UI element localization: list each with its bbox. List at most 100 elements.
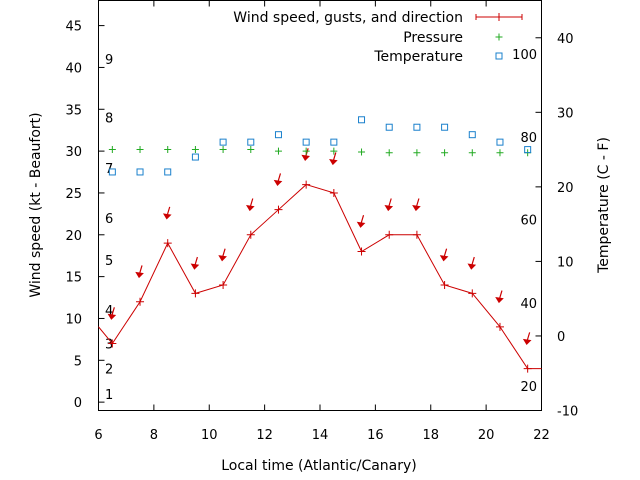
temperature-point (219, 138, 227, 146)
wind-speed-point (412, 230, 421, 239)
wind-speed-point (329, 188, 338, 197)
wind-direction-arrow (439, 248, 449, 262)
x-tick-label: 6 (94, 428, 102, 443)
temperature-point (413, 123, 421, 131)
wind-direction-arrow (218, 248, 227, 262)
y-axis-label: Wind speed (kt - Beaufort) (28, 112, 44, 297)
legend-swatch-pressure (495, 33, 503, 41)
wind-speed-point (136, 297, 145, 306)
wind-speed-point (357, 247, 366, 256)
wind-direction-arrow (412, 198, 421, 212)
pressure-point (108, 145, 116, 153)
wind-speed-point (495, 322, 504, 331)
wind-direction-arrow (384, 198, 394, 212)
pressure-point (358, 148, 366, 156)
beaufort-label: 9 (105, 53, 113, 68)
wind-speed-point (523, 364, 532, 373)
x-tick-label: 16 (367, 428, 384, 443)
temperature-point (496, 138, 504, 146)
x-tick-label: 20 (478, 428, 495, 443)
y-tick-label: 15 (65, 271, 82, 286)
pressure-point (468, 149, 476, 157)
fahrenheit-label: 40 (520, 297, 537, 312)
pressure-point (496, 149, 504, 157)
legend: Wind speed, gusts, and direction Pressure… (233, 10, 523, 65)
temperature-point (330, 138, 338, 146)
beaufort-label: 6 (105, 212, 113, 227)
y-tick-label: 0 (74, 396, 82, 411)
pressure-point (136, 145, 144, 153)
y-tick-label: 25 (65, 187, 82, 202)
temperature-point (441, 123, 449, 131)
pressure-point (164, 145, 172, 153)
fahrenheit-label: 100 (512, 48, 537, 63)
y-tick-label: 45 (65, 20, 82, 35)
axis-ticks (98, 0, 542, 411)
tick-labels: 6 8 10 12 14 16 18 20 22051015202530354045-10010… (65, 20, 578, 443)
wind-direction-arrow (495, 290, 504, 304)
beaufort-label: 2 (105, 363, 113, 378)
plot-frame (98, 0, 542, 411)
wind-direction-arrow (329, 152, 338, 166)
legend-swatch-temperature (495, 52, 503, 60)
data-marks (98, 116, 542, 373)
temperature-point (191, 153, 199, 161)
wind-direction-arrow (190, 256, 200, 270)
y-tick-label: 10 (65, 312, 82, 327)
wind-direction-arrow (135, 265, 144, 279)
wind-direction-arrow (522, 332, 532, 346)
x-tick-label: 12 (256, 428, 273, 443)
pressure-point (302, 147, 310, 155)
temperature-point (302, 138, 310, 146)
fahrenheit-label: 20 (520, 380, 537, 395)
wind-direction-arrow (107, 307, 117, 320)
beaufort-label: 4 (105, 304, 113, 319)
temperature-point (524, 146, 532, 154)
wind-speed-point (246, 230, 255, 239)
x-tick-label: 8 (150, 428, 158, 443)
beaufort-label: 3 (105, 338, 113, 353)
wind-speed-point (274, 205, 283, 214)
y2-tick-label: 0 (557, 330, 565, 345)
wind-speed-point (302, 180, 311, 189)
wind-direction-arrow (246, 198, 255, 212)
beaufort-label: 1 (105, 388, 113, 403)
wind-speed-point (468, 289, 477, 298)
wind-speed-point (440, 280, 449, 289)
wind-speed-point (219, 280, 228, 289)
wind-speed-point (191, 289, 200, 298)
y-tick-label: 35 (65, 103, 82, 118)
y-tick-label: 40 (65, 61, 82, 76)
temperature-point (164, 168, 172, 176)
wind-direction-arrow (467, 256, 477, 270)
pressure-point (247, 145, 255, 153)
x-axis-label: Local time (Atlantic/Canary) (221, 458, 417, 474)
plot-area (98, 116, 542, 373)
wind-speed-point (163, 239, 172, 248)
wind-speed-point (385, 230, 394, 239)
x-tick-label: 10 (201, 428, 218, 443)
legend-label: Temperature (373, 49, 463, 65)
pressure-point (330, 147, 338, 155)
y2-tick-label: 30 (557, 106, 574, 121)
beaufort-label: 5 (105, 254, 113, 269)
temperature-point (108, 168, 116, 176)
x-tick-label: 18 (422, 428, 439, 443)
y2-tick-label: -10 (557, 405, 578, 420)
pressure-point (385, 149, 393, 157)
wind-direction-arrow (273, 173, 283, 187)
fahrenheit-label: 80 (520, 131, 537, 146)
beaufort-label: 8 (105, 112, 113, 127)
x-tick-label: 22 (533, 428, 550, 443)
temperature-point (385, 123, 393, 131)
pressure-point (441, 149, 449, 157)
pressure-point (191, 145, 199, 153)
fahrenheit-labels: 20 40 60 80 100 (512, 48, 537, 395)
legend-label: Wind speed, gusts, and direction (233, 10, 463, 26)
pressure-point (219, 145, 227, 153)
y2-tick-label: 20 (557, 181, 574, 196)
wind-direction-arrow (356, 215, 366, 228)
temperature-point (247, 138, 255, 146)
